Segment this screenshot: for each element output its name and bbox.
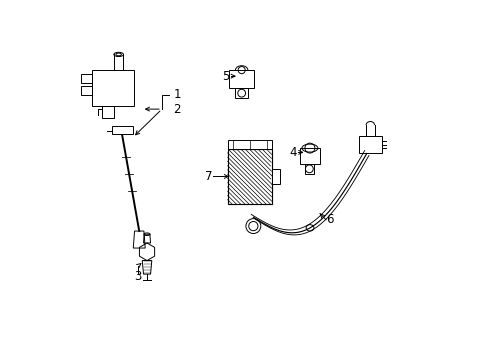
Polygon shape: [358, 136, 381, 153]
Text: 2: 2: [173, 103, 181, 116]
Polygon shape: [227, 149, 271, 204]
Text: 7: 7: [204, 170, 212, 183]
Ellipse shape: [245, 219, 260, 234]
Polygon shape: [227, 140, 271, 149]
Text: 1: 1: [173, 89, 181, 102]
Text: 4: 4: [289, 146, 297, 159]
Text: 5: 5: [222, 69, 229, 83]
Text: 3: 3: [134, 270, 142, 283]
Ellipse shape: [248, 221, 258, 231]
Text: 6: 6: [326, 213, 333, 226]
Polygon shape: [271, 169, 279, 184]
